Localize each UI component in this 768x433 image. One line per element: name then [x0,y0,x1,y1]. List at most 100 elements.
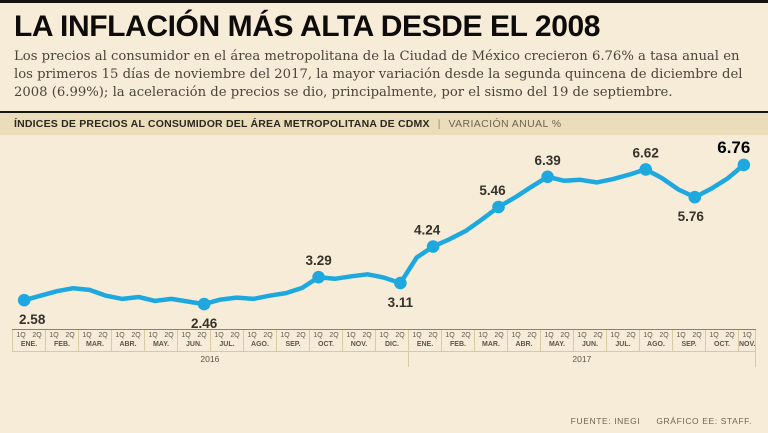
axis-month-label: SEP. [285,340,301,348]
data-point-label: 6.62 [633,145,659,160]
axis-quincena-label: 1Q [478,331,488,339]
axis-month: 1Q 2Q JUN. [574,329,607,351]
axis-quincena-label: 2Q [263,331,273,339]
axis-quincena-label: 1Q [280,331,290,339]
data-point [394,276,407,290]
axis-quincena-label: 1Q [511,331,521,339]
chart-header-separator: | [437,117,441,130]
axis-month-label: JUN. [582,340,598,348]
inflation-line-chart: 2.58 2.46 3.29 3.11 4.24 5.46 6.39 6.62 5.76 6.76 [17,138,751,331]
axis-quincena-label: 1Q [412,331,422,339]
chart-title: ÍNDICES DE PRECIOS AL CONSUMIDOR DEL ÁRE… [14,117,430,130]
axis-month: 1Q 2Q MAR. [79,329,112,351]
axis-month-label: AGO. [647,340,665,348]
data-point-label: 5.76 [678,209,705,224]
axis-quincena-label: 2Q [32,331,42,339]
axis-month-label: NOV. [739,340,756,348]
axis-quincena-label: 2Q [329,331,339,339]
credit-label: GRÁFICO EE: STAFF. [656,416,752,426]
data-point-label: 6.76 [717,138,750,157]
axis-quincena-label: 2Q [626,331,636,339]
axis-month: 1Q 2Q AGO. [640,329,673,351]
axis-month: 1Q 2Q MAY. [145,329,178,351]
data-point-label: 6.39 [534,153,560,168]
axis-month-label: MAR. [482,340,500,348]
axis-month: 1Q 2Q ABR. [112,329,145,351]
axis-month-label: OCT. [318,340,334,348]
axis-month: 1Q 2Q MAR. [475,329,508,351]
axis-quincena-label: 2Q [725,331,735,339]
axis-month: 1Q 2Q AGO. [244,329,277,351]
data-point [197,297,211,311]
axis-quincena-label: 1Q [115,331,125,339]
data-point-label: 2.58 [19,312,46,327]
axis-quincena-label: 2Q [593,331,603,339]
axis-month-label: AGO. [251,340,269,348]
chart-header-bar: ÍNDICES DE PRECIOS AL CONSUMIDOR DEL ÁRE… [0,110,768,135]
axis-month: 1Q 2Q ENE. [12,329,46,351]
axis-month-label: FEB. [54,340,70,348]
data-point [737,158,751,172]
axis-month: 1Q NOV. [739,329,756,351]
axis-quincena-label: 1Q [346,331,356,339]
axis-month-label: ABR. [515,340,533,348]
axis-month-label: OCT. [714,340,730,348]
axis-quincena-label: 1Q [445,331,455,339]
axis-quincena-label: 2Q [98,331,108,339]
axis-month: 1Q 2Q JUL. [211,329,244,351]
axis-month-label: DIC. [385,340,399,348]
data-point [312,270,325,284]
axis-month-label: ABR. [119,340,137,348]
axis-quincena-label: 1Q [610,331,620,339]
axis-month-label: JUN. [186,340,202,348]
data-point [492,200,505,214]
axis-month-label: ENE. [416,340,434,348]
axis-quincena-label: 1Q [49,331,59,339]
axis-month-label: FEB. [450,340,466,348]
axis-quincena-label: 2Q [428,331,438,339]
axis-quincena-label: 2Q [164,331,174,339]
axis-month: 1Q 2Q FEB. [442,329,475,351]
axis-quincena-label: 2Q [362,331,372,339]
page-title: LA INFLACIÓN MÁS ALTA DESDE EL 2008 [14,10,601,43]
data-point [639,162,652,176]
axis-month: 1Q 2Q SEP. [673,329,706,351]
source-label: FUENTE: INEGI [570,416,641,426]
axis-quincena-label: 1Q [214,331,224,339]
data-point-label: 5.46 [479,183,506,198]
axis-quincena-label: 2Q [65,331,75,339]
axis-quincena-label: 2Q [131,331,141,339]
axis-quincena-label: 1Q [16,331,26,339]
x-axis-months: 1Q 2Q ENE. 1Q 2Q FEB. 1Q 2Q MAR. 1Q 2Q ABR. 1Q 2Q MAY.… [12,328,756,351]
data-point [426,240,440,253]
axis-year-label: 2016 [12,351,409,367]
axis-month: 1Q 2Q JUN. [178,329,211,351]
axis-month-label: JUL. [219,340,235,348]
axis-month: 1Q 2Q OCT. [310,329,343,351]
data-point-label: 3.29 [305,253,331,268]
data-point [688,190,702,204]
axis-quincena-label: 1Q [82,331,92,339]
axis-quincena-label: 1Q [544,331,554,339]
inflation-line [21,162,747,307]
axis-month-label: ENE. [20,340,38,348]
axis-quincena-label: 1Q [643,331,653,339]
axis-month: 1Q 2Q MAY. [541,329,574,351]
axis-quincena-label: 2Q [230,331,240,339]
axis-month: 1Q 2Q NOV. [343,329,376,351]
axis-month-label: SEP. [681,340,697,348]
source-credit: FUENTE: INEGI GRÁFICO EE: STAFF. [0,412,768,433]
axis-quincena-label: 2Q [461,331,471,339]
axis-quincena-label: 2Q [296,331,306,339]
axis-quincena-label: 1Q [379,331,389,339]
axis-year-label: 2017 [409,351,756,367]
axis-quincena-label: 1Q [676,331,686,339]
axis-month-label: MAR. [86,340,104,348]
axis-month-label: JUL. [615,340,631,348]
axis-month: 1Q 2Q FEB. [46,329,79,351]
axis-quincena-label: 2Q [494,331,504,339]
axis-month: 1Q 2Q OCT. [706,329,739,351]
axis-month-label: NOV. [350,340,368,348]
axis-month-label: MAY. [152,340,170,348]
